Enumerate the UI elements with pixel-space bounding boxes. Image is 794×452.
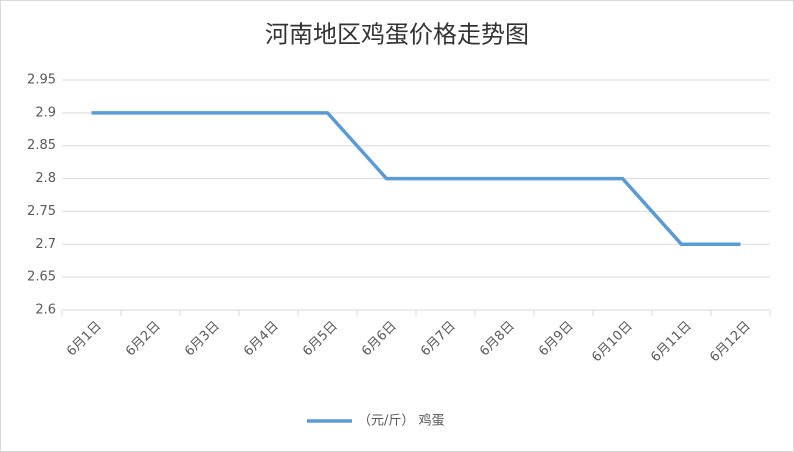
y-tick-label: 2.8	[35, 171, 56, 186]
y-tick-label: 2.75	[27, 204, 56, 219]
y-tick-label: 2.65	[27, 270, 56, 285]
legend-label: （元/斤） 鸡蛋	[358, 413, 445, 429]
y-tick-label: 2.85	[27, 138, 56, 153]
y-tick-label: 2.7	[35, 237, 56, 252]
line-series	[91, 111, 741, 247]
chart-title: 河南地区鸡蛋价格走势图	[265, 21, 529, 49]
y-tick-label: 2.6	[35, 303, 56, 318]
y-tick-label: 2.95	[27, 73, 56, 88]
y-tick-label: 2.9	[35, 105, 56, 120]
